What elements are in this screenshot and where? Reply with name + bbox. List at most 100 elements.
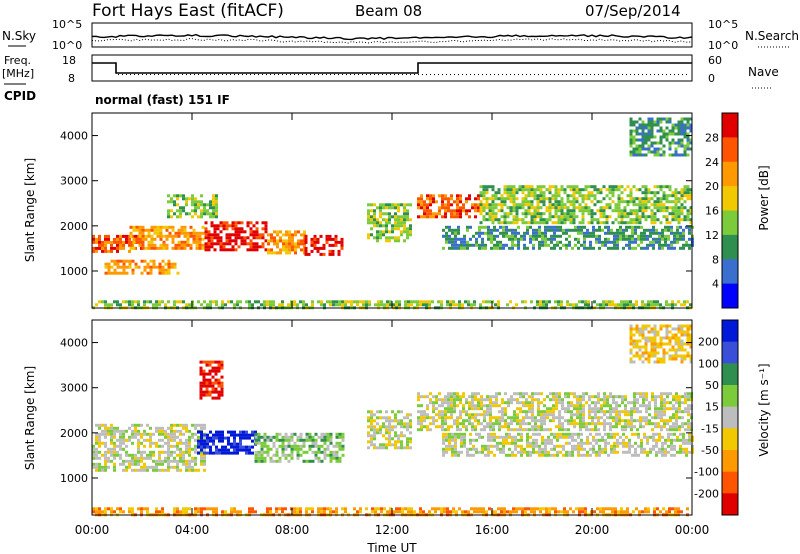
- velocity-echo-cell: [487, 447, 490, 451]
- velocity-echo-cell: [641, 330, 645, 334]
- velocity-echo-cell: [603, 401, 606, 405]
- velocity-echo-cell: [658, 435, 661, 439]
- noise-sky-label: N.Sky: [2, 29, 36, 43]
- station-title: Fort Hays East (fitACF): [92, 1, 284, 21]
- power-echo-cell: [572, 303, 575, 307]
- velocity-echo-cell: [149, 456, 152, 460]
- velocity-echo-cell: [323, 441, 327, 445]
- velocity-echo-cell: [534, 425, 537, 429]
- power-echo-cell: [572, 215, 576, 219]
- velocity-echo-cell: [644, 348, 648, 352]
- power-echo-cell: [569, 303, 572, 307]
- velocity-echo-cell: [618, 419, 621, 423]
- power-echo-cell: [509, 221, 513, 225]
- velocity-echo-cell: [128, 465, 131, 469]
- power-colorbar-tick-label: 28: [705, 131, 719, 144]
- power-echo-cell: [650, 212, 654, 216]
- velocity-echo-cell: [191, 456, 194, 460]
- velocity-echo-cell: [236, 451, 239, 455]
- velocity-echo-cell: [444, 395, 447, 399]
- power-echo-cell: [195, 231, 199, 235]
- velocity-echo-cell: [689, 357, 693, 361]
- power-echo-cell: [122, 271, 126, 275]
- power-echoes: [92, 117, 694, 310]
- velocity-echo-cell: [205, 384, 209, 388]
- velocity-echo-cell: [582, 404, 585, 408]
- velocity-echo-cell: [642, 419, 645, 423]
- power-echo-cell: [635, 153, 639, 157]
- power-echo-cell: [524, 215, 528, 219]
- velocity-echo-cell: [660, 398, 663, 402]
- velocity-echo-cell: [167, 456, 170, 460]
- power-echo-cell: [517, 225, 520, 229]
- power-echo-cell: [578, 188, 582, 192]
- velocity-echo-cell: [248, 451, 251, 455]
- velocity-echo-cell: [92, 507, 95, 511]
- power-echo-cell: [219, 239, 223, 243]
- power-echo-cell: [568, 234, 571, 238]
- power-echo-cell: [604, 225, 607, 229]
- velocity-echo-cell: [454, 447, 457, 451]
- power-echo-cell: [367, 233, 370, 237]
- velocity-echo-cell: [341, 447, 345, 451]
- power-echo-cell: [530, 206, 534, 210]
- velocity-echo-cell: [454, 438, 457, 442]
- velocity-echo-cell: [215, 445, 218, 449]
- velocity-echo-cell: [577, 444, 580, 448]
- power-echo-cell: [643, 234, 646, 238]
- power-echo-cell: [650, 120, 654, 124]
- power-echo-cell: [689, 188, 693, 192]
- velocity-echo-cell: [468, 416, 471, 420]
- velocity-echo-cell: [676, 435, 679, 439]
- velocity-echo-cell: [529, 453, 532, 457]
- velocity-echo-cell: [474, 407, 477, 411]
- power-echo-cell: [370, 209, 373, 213]
- velocity-echo-cell: [242, 433, 245, 437]
- velocity-echo-cell: [682, 441, 685, 445]
- power-echo-cell: [282, 233, 285, 237]
- power-echo-cell: [153, 246, 157, 250]
- power-echo-cell: [224, 303, 227, 307]
- velocity-echo-cell: [134, 459, 137, 463]
- power-echo-cell: [497, 188, 501, 192]
- power-echo-cell: [674, 200, 678, 204]
- power-echo-cell: [671, 191, 675, 195]
- velocity-echo-cell: [513, 419, 516, 423]
- velocity-echo-cell: [417, 410, 420, 414]
- power-echo-cell: [679, 237, 682, 241]
- velocity-echo-cell: [140, 510, 143, 514]
- power-echo-cell: [620, 209, 624, 213]
- power-echo-cell: [403, 203, 406, 207]
- velocity-echo-cell: [613, 441, 616, 445]
- velocity-echo-cell: [194, 450, 197, 454]
- power-echo-cell: [656, 141, 660, 145]
- velocity-echo-cell: [245, 436, 248, 440]
- power-echo-cell: [674, 206, 678, 210]
- power-echo-cell: [450, 197, 453, 201]
- velocity-echo-cell: [642, 395, 645, 399]
- power-echo-cell: [394, 236, 397, 240]
- velocity-echo-cell: [648, 401, 651, 405]
- power-echo-cell: [177, 246, 181, 250]
- power-echo-cell: [165, 234, 169, 238]
- velocity-echo-cell: [627, 410, 630, 414]
- power-echo-cell: [98, 300, 101, 304]
- velocity-echo-cell: [607, 453, 610, 457]
- velocity-echo-cell: [597, 428, 600, 432]
- power-echo-cell: [503, 200, 507, 204]
- power-echo-cell: [475, 240, 478, 244]
- velocity-echo-cell: [540, 419, 543, 423]
- velocity-echo-cell: [305, 438, 309, 442]
- power-echo-cell: [249, 242, 253, 246]
- velocity-echo-cell: [655, 438, 658, 442]
- power-echo-cell: [340, 240, 344, 244]
- velocity-echo-cell: [610, 444, 613, 448]
- power-echo-cell: [95, 237, 98, 241]
- power-echo-cell: [191, 194, 194, 198]
- velocity-echo-cell: [661, 444, 664, 448]
- power-echo-cell: [488, 209, 492, 213]
- power-echo-cell: [533, 215, 537, 219]
- velocity-echo-cell: [681, 416, 684, 420]
- velocity-echo-cell: [131, 453, 134, 457]
- power-colorbar-tick-label: 24: [705, 156, 719, 169]
